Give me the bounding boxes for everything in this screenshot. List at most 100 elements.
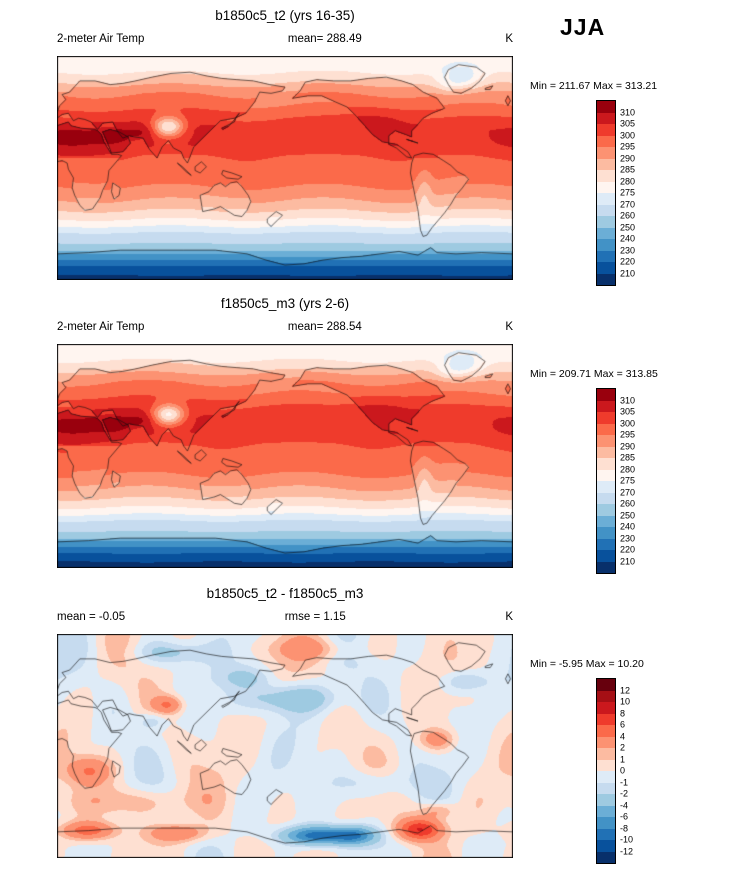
- colorbar-tick-label: 285: [620, 164, 636, 175]
- colorbar-segment: [597, 771, 615, 783]
- colorbar-segment: [597, 782, 615, 794]
- colorbar-segment: [597, 817, 615, 829]
- units-label: K: [505, 321, 513, 333]
- mean-label: mean= 288.49: [287, 33, 362, 45]
- colorbar-tick-label: -8: [620, 823, 629, 833]
- colorbar-segment: [597, 527, 615, 539]
- colorbar-segment: [597, 828, 615, 840]
- colorbar-tick-label: 8: [620, 708, 626, 718]
- colorbar-segment: [597, 262, 615, 274]
- mean-label: mean = -0.05: [57, 611, 126, 623]
- colorbar-segment: [597, 412, 615, 424]
- units-label: K: [505, 33, 513, 45]
- colorbar-tick-label: 300: [620, 418, 636, 428]
- panel-title: f1850c5_m3 (yrs 2-6): [220, 296, 350, 311]
- colorbar-tick-label: -10: [620, 834, 634, 845]
- colorbar-segment: [597, 181, 615, 193]
- colorbar-tick-label: -12: [620, 846, 634, 856]
- colorbar-tick-label: 220: [620, 256, 636, 267]
- colorbar-tick-label: 230: [620, 533, 636, 543]
- colorbar-tick-label: 260: [620, 498, 636, 509]
- colorbar-segment: [597, 112, 615, 124]
- colorbar-segment: [597, 227, 615, 239]
- colorbar-tick-label: 270: [620, 487, 636, 497]
- colorbar-tick-label: -4: [620, 800, 629, 810]
- colorbar-tick-label: 305: [620, 406, 636, 417]
- colorbar-tick-label: 295: [620, 141, 636, 152]
- colorbar-segment: [597, 124, 615, 136]
- colorbar-segment: [597, 193, 615, 205]
- minmax-label: Min = 211.67 Max = 313.21: [530, 80, 658, 92]
- colorbar-tick-label: 310: [620, 395, 636, 405]
- panel-title: b1850c5_t2 - f1850c5_m3: [206, 586, 364, 601]
- panel-title: b1850c5_t2 (yrs 16-35): [215, 8, 355, 23]
- colorbar-bar: 310 305 300 295 290 285 280 275 270 260 250 240 230 2…: [596, 100, 635, 286]
- colorbar-tick-label: 210: [620, 556, 636, 566]
- colorbar-tick-label: 12: [620, 685, 631, 695]
- colorbar-segment: [597, 550, 615, 562]
- colorbar-segment: [597, 679, 615, 691]
- colorbar-tick-label: 305: [620, 118, 636, 129]
- colorbar-tick-label: 2: [620, 742, 626, 753]
- panel-model2: f1850c5_m3 (yrs 2-6) 2-meter Air Temp me…: [0, 288, 733, 576]
- colorbar-segment: [597, 389, 615, 401]
- colorbar-segment: [597, 725, 615, 737]
- mean-label: mean= 288.54: [287, 321, 362, 333]
- rmse-label: rmse = 1.15: [284, 611, 346, 623]
- colorbar-segment: [597, 273, 615, 285]
- panel-difference: b1850c5_t2 - f1850c5_m3 mean = -0.05 rms…: [0, 578, 733, 872]
- colorbar-tick-label: 1: [620, 754, 626, 764]
- subtitle-row: mean = -0.05 rmse = 1.15 K: [57, 611, 513, 623]
- units-label: K: [505, 611, 513, 623]
- colorbar-segment: [597, 446, 615, 458]
- colorbar-tick-label: 270: [620, 199, 636, 209]
- colorbar-tick-label: -6: [620, 811, 629, 822]
- colorbar-tick-label: 300: [620, 130, 636, 140]
- colorbar-segment: [597, 851, 615, 863]
- colorbar-segment: [597, 158, 615, 170]
- colorbar-segment: [597, 216, 615, 228]
- colorbar-model2: 310 305 300 295 290 285 280 275 270 260 250 240 230 2…: [596, 388, 635, 574]
- colorbar-tick-label: 250: [620, 510, 636, 520]
- colorbar-tick-label: 280: [620, 176, 636, 186]
- colorbar-tick-label: 220: [620, 544, 636, 555]
- subtitle-row: 2-meter Air Temp mean= 288.54 K: [57, 321, 513, 333]
- colorbar-segment: [597, 794, 615, 806]
- colorbar-tick-label: 210: [620, 268, 636, 278]
- colorbar-tick-label: 10: [620, 696, 631, 707]
- colorbar-tick-label: 4: [620, 731, 626, 741]
- panel-model1: b1850c5_t2 (yrs 16-35) 2-meter Air Temp …: [0, 0, 733, 288]
- colorbar-segment: [597, 481, 615, 493]
- colorbar-segment: [597, 561, 615, 573]
- colorbar-tick-label: 240: [620, 521, 636, 532]
- colorbar-segment: [597, 135, 615, 147]
- colorbar-tick-label: 275: [620, 475, 636, 486]
- colorbar-tick-label: 240: [620, 233, 636, 244]
- colorbar-tick-label: 230: [620, 245, 636, 255]
- map-canvas-model1: [57, 56, 513, 280]
- colorbar-segment: [597, 469, 615, 481]
- colorbar-segment: [597, 736, 615, 748]
- colorbar-segment: [597, 400, 615, 412]
- colorbar-tick-label: -1: [620, 777, 629, 787]
- minmax-label: Min = -5.95 Max = 10.20: [530, 658, 644, 670]
- colorbar-model1: 310 305 300 295 290 285 280 275 270 260 250 240 230 2…: [596, 100, 635, 286]
- colorbar-segment: [597, 713, 615, 725]
- colorbar-segment: [597, 239, 615, 251]
- colorbar-segment: [597, 101, 615, 113]
- colorbar-segment: [597, 690, 615, 702]
- variable-label: 2-meter Air Temp: [57, 33, 145, 45]
- colorbar-segment: [597, 492, 615, 504]
- colorbar-difference: 12 10 8 6 4 2 1 0 -1 -2 -4 -6 -8 -10 -12: [596, 678, 633, 864]
- minmax-label: Min = 209.71 Max = 313.85: [530, 368, 658, 380]
- colorbar-segment: [597, 702, 615, 714]
- colorbar-tick-label: -2: [620, 788, 629, 799]
- colorbar-tick-label: 260: [620, 210, 636, 221]
- colorbar-segment: [597, 515, 615, 527]
- colorbar-segment: [597, 759, 615, 771]
- colorbar-segment: [597, 170, 615, 182]
- colorbar-bar: 310 305 300 295 290 285 280 275 270 260 250 240 230 2…: [596, 388, 635, 574]
- colorbar-segment: [597, 805, 615, 817]
- colorbar-tick-label: 290: [620, 153, 636, 163]
